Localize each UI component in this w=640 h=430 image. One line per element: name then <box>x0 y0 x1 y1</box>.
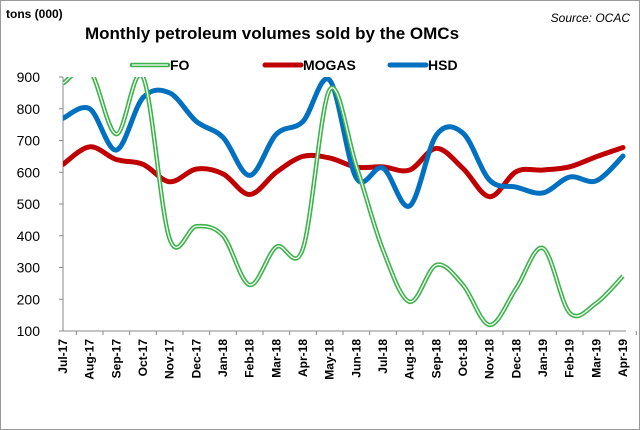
x-tick-label: Mar-19 <box>589 339 603 378</box>
x-tick-label: Aug-18 <box>403 339 417 380</box>
x-tick-label: Aug-17 <box>83 339 97 380</box>
x-tick-label: Sep-17 <box>109 339 123 379</box>
legend-label-mogas: MOGAS <box>303 57 356 73</box>
y-tick-label: 700 <box>17 133 41 149</box>
y-tick-label: 600 <box>17 164 41 180</box>
y-tick-label: 800 <box>17 101 41 117</box>
y-tick-label: 300 <box>17 260 41 276</box>
x-tick-label: Feb-19 <box>563 339 577 378</box>
x-tick-label: Oct-18 <box>456 339 470 377</box>
series-line-fo <box>63 77 625 328</box>
x-tick-label: Mar-18 <box>269 339 283 378</box>
source-note: Source: OCAC <box>551 11 631 25</box>
y-tick-label: 900 <box>17 69 41 85</box>
x-tick-label: Oct-17 <box>136 339 150 377</box>
x-tick-label: Jan-18 <box>216 339 230 377</box>
y-tick-label: 100 <box>17 323 41 339</box>
x-tick-label: Jul-18 <box>376 339 390 374</box>
x-tick-label: Jul-17 <box>56 339 70 374</box>
y-axis-unit-label: tons (000) <box>6 7 63 21</box>
y-tick-label: 400 <box>17 228 41 244</box>
x-tick-label: Sep-18 <box>429 339 443 379</box>
series-line-mogas <box>63 144 626 200</box>
legend-label-hsd: HSD <box>428 57 458 73</box>
series-line-hsd <box>63 77 626 209</box>
y-tick-label: 500 <box>17 196 41 212</box>
x-tick-label: May-18 <box>323 339 337 380</box>
x-tick-label: Apr-18 <box>296 339 310 377</box>
x-tick-label: Dec-18 <box>509 339 523 379</box>
x-tick-label: Jan-19 <box>536 339 550 377</box>
y-tick-label: 200 <box>17 291 41 307</box>
legend-label-fo: FO <box>170 57 190 73</box>
chart-title: Monthly petroleum volumes sold by the OM… <box>85 24 459 43</box>
x-tick-label: Dec-17 <box>189 339 203 379</box>
x-tick-label: Feb-18 <box>243 339 257 378</box>
x-tick-label: Nov-18 <box>483 339 497 379</box>
x-tick-label: Apr-19 <box>616 339 630 377</box>
x-tick-label: Jun-18 <box>349 339 363 378</box>
x-tick-label: Nov-17 <box>163 339 177 379</box>
